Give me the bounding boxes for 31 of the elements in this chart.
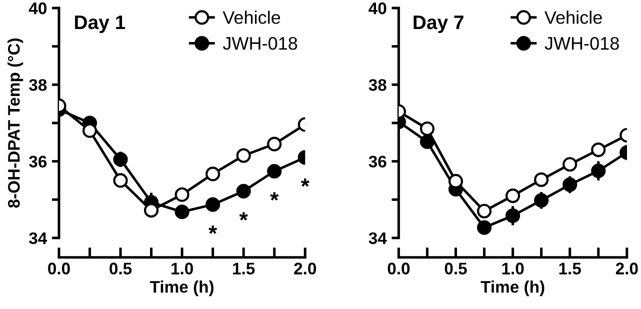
x-tick-label: 1.5 xyxy=(559,262,581,274)
x-tick-label: 1.0 xyxy=(172,262,193,274)
x-tick-label: 0.0 xyxy=(388,262,410,274)
x-tick-label: 0.5 xyxy=(444,262,467,274)
legend-label: JWH-018 xyxy=(222,36,298,50)
y-tick-label: 36 xyxy=(29,156,47,168)
y-tick-label: 38 xyxy=(368,79,386,91)
annotation: * xyxy=(239,212,248,220)
x-tick-label: 2.0 xyxy=(616,262,638,274)
annotation: * xyxy=(208,226,218,234)
x-tick-label: 0.0 xyxy=(48,262,70,274)
y-tick-label: 36 xyxy=(368,156,386,168)
legend-label: Vehicle xyxy=(222,10,280,24)
x-tick-label: 1.5 xyxy=(233,262,255,274)
legend-label: JWH-018 xyxy=(544,36,619,50)
y-tick-label: 38 xyxy=(29,79,47,91)
x-axis-title: Time (h) xyxy=(150,280,214,296)
x-tick-label: 1.0 xyxy=(502,262,524,274)
y-tick-label: 40 xyxy=(28,2,46,14)
chart-title: Day 1 xyxy=(75,16,126,34)
annotation: * xyxy=(270,192,279,201)
chart-title: Day 7 xyxy=(414,16,464,34)
x-tick-label: 2.0 xyxy=(294,262,316,274)
legend-label: Vehicle xyxy=(544,10,602,24)
y-tick-label: 40 xyxy=(368,2,386,14)
x-axis-title: Time (h) xyxy=(480,280,544,296)
x-tick-label: 0.5 xyxy=(110,262,132,274)
y-axis-title: 8-OH-DPAT Temp (°C) xyxy=(8,38,24,208)
y-tick-label: 34 xyxy=(368,232,387,244)
y-tick-label: 34 xyxy=(29,232,48,244)
annotation: * xyxy=(300,178,310,187)
